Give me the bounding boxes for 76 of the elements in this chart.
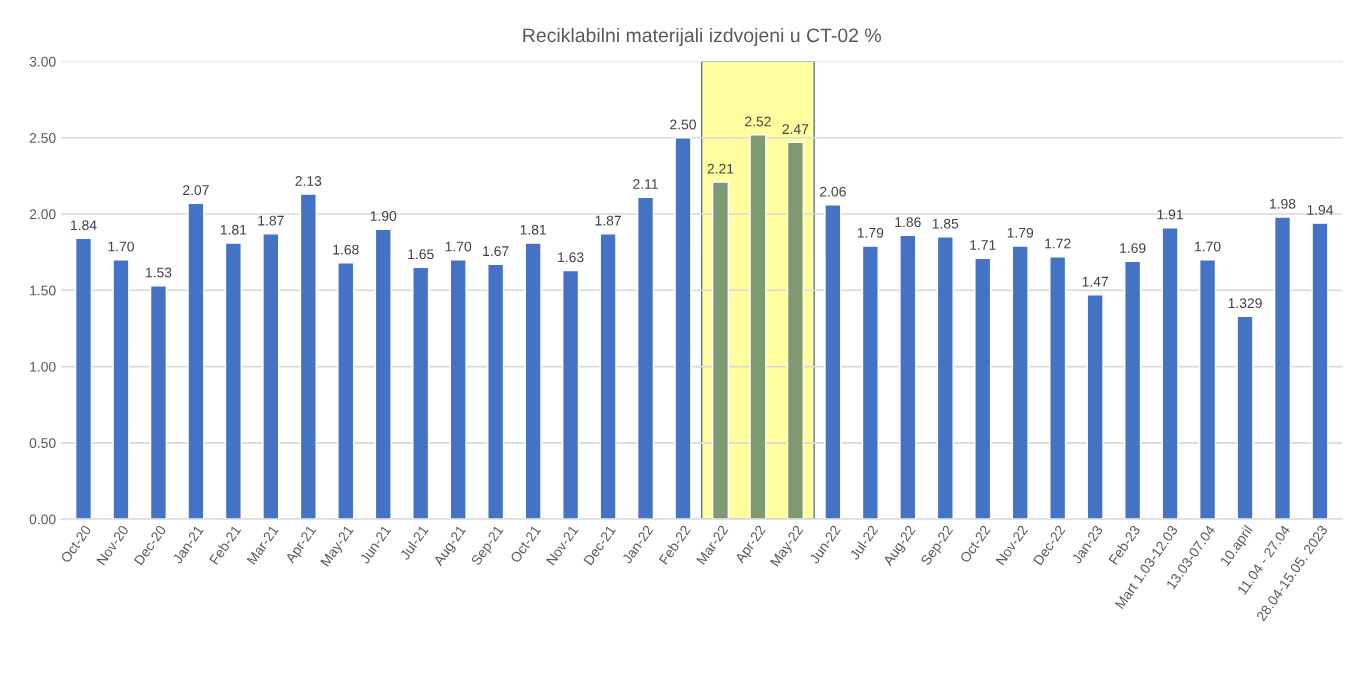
bar [449,259,467,520]
bar [636,196,655,520]
data-label: 2.50 [670,119,696,130]
bar [112,259,130,520]
bar [1311,222,1329,520]
y-tick-label: 3.00 [29,56,56,67]
data-label: 2.21 [707,163,734,174]
bar [74,237,93,520]
bar [899,234,917,520]
data-label: 1.90 [370,211,397,221]
data-label: 1.81 [520,224,546,235]
y-tick-label: 1.00 [30,361,56,372]
bar [711,181,730,520]
data-label: 1.69 [1120,243,1146,253]
data-label: 1.47 [1082,276,1108,287]
data-label: 1.70 [1195,241,1221,252]
data-label: 1.84 [71,220,97,231]
data-label: 1.86 [895,217,921,228]
data-label: 1.91 [1157,209,1183,220]
bar [562,269,580,520]
bar [1086,294,1104,520]
bar [1161,227,1179,520]
bar [1011,245,1029,520]
data-label: 2.47 [782,124,809,134]
data-label: 1.79 [1007,227,1034,238]
data-label: 1.70 [445,241,472,252]
data-label: 1.87 [595,215,621,226]
bar [149,285,168,520]
data-label: 2.13 [295,176,322,186]
data-label: 1.63 [558,252,584,263]
y-tick-label: 2.50 [29,133,56,143]
data-label: 1.87 [258,215,284,226]
data-label: 1.85 [932,218,959,229]
data-label: 2.06 [820,186,846,197]
bar [599,233,617,520]
bar [187,202,205,520]
bar [374,228,392,520]
bar [861,245,879,520]
y-tick-label: 1.50 [30,285,56,296]
data-label: 1.71 [970,240,996,250]
bar [674,137,692,520]
y-tick-label: 2.00 [29,209,56,220]
data-label: 1.81 [220,224,247,235]
bar [749,133,767,520]
bar [936,236,954,520]
data-label: 1.53 [145,267,172,278]
y-tick-label: 0.00 [29,514,56,525]
bar [487,263,505,520]
data-label: 1.329 [1228,298,1262,309]
data-label: 1.70 [108,241,134,252]
bar [974,257,992,520]
bar [1236,315,1254,520]
data-label: 1.67 [483,246,509,257]
bar [1124,260,1142,520]
bar [824,204,842,520]
data-label: 2.11 [633,179,658,189]
data-label: 1.72 [1045,238,1071,249]
data-label: 2.07 [183,185,209,196]
chart-title: Reciklabilni materijali izdvojeni u CT-02 % [523,27,881,47]
bar [224,242,242,520]
bar [262,233,280,520]
bar [786,141,804,520]
bar [1198,259,1217,520]
bar [1049,256,1067,520]
data-label: 2.52 [745,116,771,127]
bar [412,266,430,520]
bar [299,193,317,520]
bar [337,262,355,520]
bar [524,242,542,520]
data-label: 1.98 [1270,198,1296,209]
data-label: 1.79 [857,227,884,238]
data-label: 1.65 [408,249,434,260]
data-label: 1.94 [1307,205,1334,215]
y-tick-label: 0.50 [29,438,56,448]
bar [1273,216,1292,520]
data-label: 1.68 [333,244,359,255]
